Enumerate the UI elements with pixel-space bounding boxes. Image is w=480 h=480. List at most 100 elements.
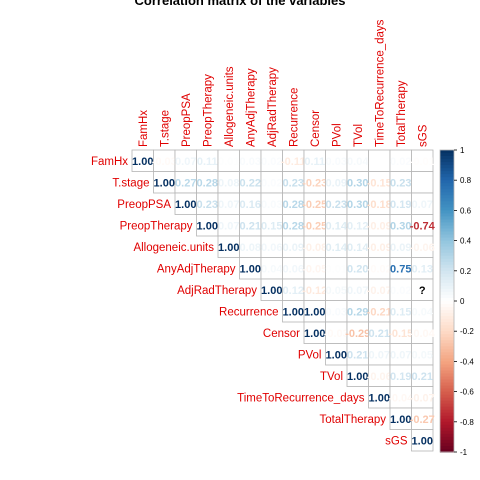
cell-value: 0.07 — [412, 199, 433, 211]
colorbar-segment — [440, 243, 454, 248]
cell-value: 0.00 — [369, 156, 390, 168]
colorbar-segment — [440, 436, 454, 441]
colorbar-segment — [440, 171, 454, 175]
colorbar-segment — [440, 153, 454, 157]
colorbar-segment — [440, 177, 454, 181]
cell-value: -0.74 — [410, 220, 436, 232]
colorbar-tick-label: 1 — [460, 146, 465, 155]
colorbar-segment — [440, 264, 454, 269]
colorbar-segment — [440, 325, 454, 329]
colorbar-segment — [440, 165, 454, 169]
cell-value: 1.00 — [283, 306, 304, 318]
colorbar-segment — [440, 403, 454, 408]
cell-value: 0.09 — [283, 242, 304, 254]
row-label: TimeToRecurrence_days — [237, 392, 365, 404]
cell-value: 0.22 — [240, 177, 261, 189]
colorbar-segment — [440, 216, 454, 221]
row-label: Censor — [263, 328, 300, 340]
cell-value: 0.02 — [261, 177, 282, 189]
colorbar-segment — [440, 183, 454, 187]
cell-value: -0.04 — [388, 392, 414, 404]
colorbar-tick-label: 0.6 — [460, 206, 472, 215]
colorbar-segment — [440, 328, 454, 332]
colorbar-tick-label: -0.6 — [460, 388, 474, 397]
cell-value: 1.00 — [175, 199, 196, 211]
cell-value: 0.14 — [326, 220, 348, 232]
cell-value: -0.15 — [367, 177, 392, 189]
cell-value: 1.00 — [326, 349, 347, 361]
cell-value: 1.00 — [240, 263, 261, 275]
column-label: PreopPSA — [181, 93, 193, 147]
colorbar-segment — [440, 267, 454, 272]
cell-value: 0.23 — [326, 199, 347, 211]
column-label: Allogeneic.units — [224, 66, 236, 147]
colorbar-segment — [440, 246, 454, 251]
cell-value: 0.28 — [283, 220, 304, 232]
colorbar-tick-label: -0.8 — [460, 418, 474, 427]
colorbar-segment — [440, 168, 454, 172]
cell-value: -0.12 — [302, 285, 327, 297]
colorbar-segment — [440, 159, 454, 163]
colorbar-segment — [440, 288, 454, 293]
colorbar-segment — [440, 213, 454, 218]
cell-value: -0.09 — [367, 242, 392, 254]
cell-value: 0.27 — [175, 177, 196, 189]
colorbar-segment — [440, 400, 454, 405]
colorbar-segment — [440, 162, 454, 166]
colorbar-segment — [440, 255, 454, 260]
cell-value: 0.08 — [240, 242, 261, 254]
cell-value: 0.03 — [326, 306, 347, 318]
cell-value: -0.04 — [410, 328, 436, 340]
colorbar-segment — [440, 307, 454, 311]
colorbar-segment — [440, 270, 454, 275]
colorbar-segment — [440, 234, 454, 239]
cell-value: 1.00 — [347, 371, 368, 383]
colorbar-segment — [440, 355, 454, 359]
cell-value: 0.13 — [412, 263, 433, 275]
cell-value: 0.01 — [218, 156, 239, 168]
cell-value: -0.06 — [410, 242, 435, 254]
cell-value: 0.08 — [218, 177, 239, 189]
column-label: TVol — [353, 124, 365, 147]
cell-value: 0.75 — [390, 263, 411, 275]
colorbar-segment — [440, 319, 454, 323]
colorbar-segment — [440, 207, 454, 211]
colorbar-segment — [440, 219, 454, 224]
colorbar-segment — [440, 249, 454, 254]
colorbar-segment — [440, 373, 454, 378]
cell-value: 0.07 — [175, 156, 196, 168]
cell-value: 1.00 — [132, 156, 153, 168]
cell-value: 0.28 — [283, 199, 304, 211]
row-label: PreopPSA — [117, 199, 171, 211]
cell-value: 0.14 — [326, 242, 348, 254]
cell-value: -0.11 — [281, 156, 305, 168]
column-label: FamHx — [138, 110, 150, 147]
colorbar-segment — [440, 424, 454, 429]
row-label: sGS — [385, 435, 408, 447]
colorbar-segment — [440, 276, 454, 281]
colorbar-segment — [440, 322, 454, 326]
cell-value: 1.00 — [390, 414, 411, 426]
colorbar-segment — [440, 361, 454, 366]
cell-value: 1.00 — [261, 285, 282, 297]
cell-value: 0.30 — [390, 220, 411, 232]
cell-value: -0.08 — [302, 242, 327, 254]
colorbar-tick-label: -0.4 — [460, 357, 474, 366]
row-labels: FamHx T.stage PreopPSA PreopTherapy Allogene… — [91, 156, 408, 448]
colorbar-segment — [440, 379, 454, 384]
row-label: PVol — [298, 349, 322, 361]
cell-value: 1.00 — [197, 220, 218, 232]
colorbar-segment — [440, 382, 454, 387]
colorbar-segment — [440, 406, 454, 411]
cell-value: 0.23 — [283, 177, 304, 189]
cell-value: 0.21 — [240, 220, 261, 232]
colorbar-segment — [440, 412, 454, 417]
column-label: sGS — [417, 124, 429, 147]
colorbar-tick-label: 0.4 — [460, 237, 472, 246]
cell-value: 0.06 — [261, 242, 282, 254]
cell-value: 0.15 — [390, 306, 411, 318]
colorbar-segment — [440, 445, 454, 450]
colorbar-segment — [440, 240, 454, 245]
colorbar-segment — [440, 198, 454, 202]
colorbar-segment — [440, 391, 454, 396]
